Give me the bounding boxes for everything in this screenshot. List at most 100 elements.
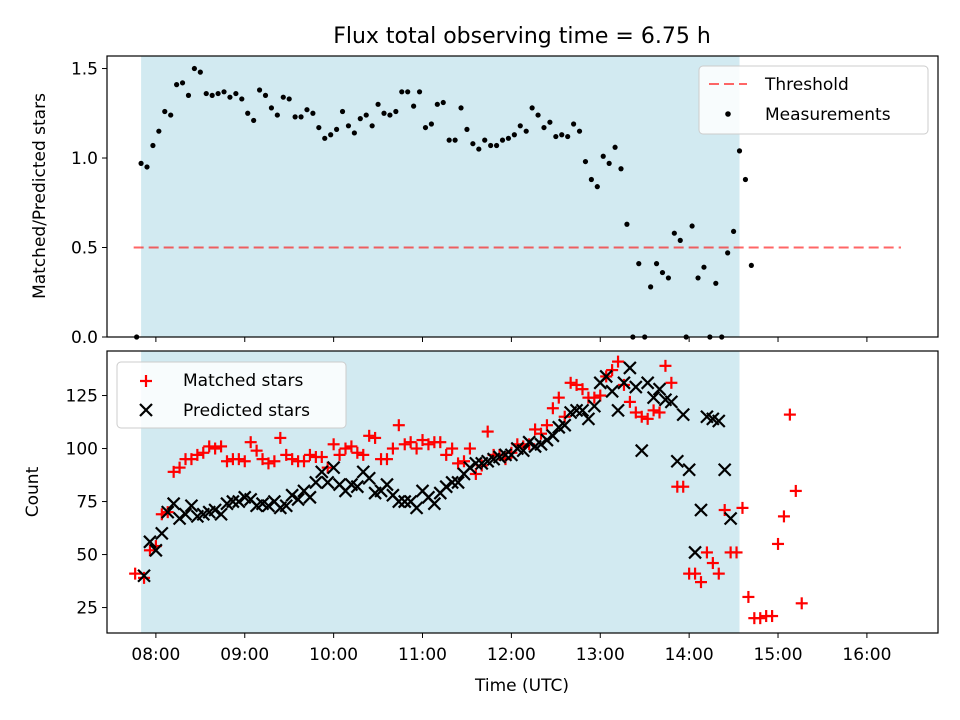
predicted-star-point — [315, 465, 329, 479]
measurement-point — [156, 128, 162, 134]
matched-star-point — [327, 438, 340, 451]
measurement-point — [399, 89, 405, 95]
matched-star-point — [303, 448, 316, 461]
matched-star-point — [665, 376, 678, 389]
predicted-star-point — [155, 526, 169, 541]
y-tick-label: 1.5 — [71, 60, 98, 80]
measurement-point — [268, 105, 275, 111]
matched-star-point — [540, 419, 553, 432]
measurement-point — [493, 142, 500, 149]
predicted-star-point — [664, 395, 679, 409]
measurement-point — [659, 269, 666, 276]
measurement-point — [138, 160, 144, 166]
measurement-point — [144, 164, 150, 170]
matched-star-point — [647, 404, 660, 417]
top-y-label: Matched/Predicted stars — [30, 93, 50, 299]
matched-star-point — [766, 610, 779, 623]
measurement-point — [310, 110, 316, 116]
matched-star-point — [333, 448, 346, 461]
matched-star-point — [588, 391, 601, 404]
bottom-panel: 25 50 75 100 125 08:00 09:00 10:00 11:00 12:00 13… — [23, 350, 939, 696]
matched-star-point — [635, 410, 648, 423]
measurement-point — [292, 114, 298, 120]
chart-title: Flux total observing time = 6.75 h — [333, 24, 711, 49]
bottom-y-label: Count — [23, 466, 43, 517]
matched-star-point — [380, 453, 393, 466]
matched-star-point — [594, 389, 607, 402]
top-shaded-region — [141, 56, 740, 337]
matched-star-point — [220, 455, 233, 468]
predicted-star-point — [711, 414, 726, 428]
matched-star-point — [564, 376, 577, 389]
matched-star-point — [754, 612, 767, 625]
matched-legend-swatch — [140, 375, 152, 387]
measurement-point — [227, 94, 233, 100]
matched-star-point — [129, 567, 142, 580]
matched-star-point — [736, 501, 749, 514]
measurement-point — [375, 101, 381, 107]
measurement-point — [695, 275, 701, 281]
measurement-point — [363, 112, 369, 118]
measurement-point — [387, 112, 393, 118]
predicted-star-point — [629, 380, 643, 394]
predicted-star-point — [723, 511, 738, 526]
x-tick-label: 16:00 — [842, 645, 891, 665]
predicted-star-point — [166, 496, 181, 511]
predicted-star-point — [599, 369, 613, 384]
predicted-star-point — [634, 443, 649, 458]
measurement-point — [221, 89, 227, 95]
predicted-star-point — [303, 490, 317, 505]
predicted-star-point — [623, 361, 637, 375]
predicted-star-point — [320, 475, 335, 490]
matched-star-point — [653, 406, 666, 419]
matched-star-point — [730, 546, 743, 559]
threshold-legend-label: Threshold — [764, 75, 849, 95]
predicted-star-point — [569, 403, 584, 418]
matched-star-point — [795, 597, 808, 610]
measurement-point — [689, 223, 695, 229]
predicted-star-point — [717, 462, 732, 477]
predicted-legend-swatch — [139, 403, 153, 417]
predicted-star-point — [646, 390, 661, 405]
y-tick-label: 125 — [66, 387, 98, 407]
top-legend: Threshold Measurements — [698, 65, 929, 135]
bottom-y-ticks: 25 50 75 100 125 — [66, 387, 107, 619]
matched-star-point — [742, 590, 755, 603]
top-panel: 0.0 0.5 1.0 1.5 Matched/Predicted stars Thr… — [30, 55, 939, 348]
matched-star-point — [232, 453, 245, 466]
matched-star-point — [457, 455, 470, 468]
matched-star-point — [268, 455, 281, 468]
top-axes-frame — [106, 55, 939, 338]
predicted-star-point — [285, 488, 299, 502]
matched-star-point — [576, 383, 589, 396]
predicted-star-point — [362, 471, 376, 485]
measurement-point — [482, 137, 488, 143]
matched-star-point — [434, 436, 447, 449]
predicted-star-point — [326, 460, 341, 475]
measurement-point — [725, 250, 731, 256]
matched-star-point — [546, 402, 559, 415]
measurement-point — [280, 94, 286, 100]
bottom-x-ticks: 08:00 09:00 10:00 11:00 12:00 13:00 14:00 15:00… — [131, 633, 891, 665]
measurement-point — [333, 126, 340, 132]
matched-star-point — [262, 457, 275, 470]
measurement-point — [565, 133, 571, 140]
measurement-point — [748, 262, 754, 269]
predicted-star-point — [587, 399, 602, 413]
measurement-point — [488, 142, 494, 149]
measurement-point — [262, 92, 269, 98]
measurement-point — [547, 119, 553, 125]
measurement-point — [351, 130, 357, 136]
measurement-point — [730, 228, 737, 235]
measurements-legend-swatch — [725, 111, 731, 117]
predicted-star-point — [397, 494, 412, 509]
matched-star-point — [659, 359, 672, 372]
matched-star-point — [351, 446, 364, 459]
predicted-star-point — [409, 501, 424, 515]
predicted-star-point — [261, 499, 276, 513]
predicted-star-point — [694, 503, 708, 517]
matched-star-point — [772, 537, 785, 550]
matched-star-point — [321, 461, 334, 474]
measurement-point — [713, 280, 719, 286]
